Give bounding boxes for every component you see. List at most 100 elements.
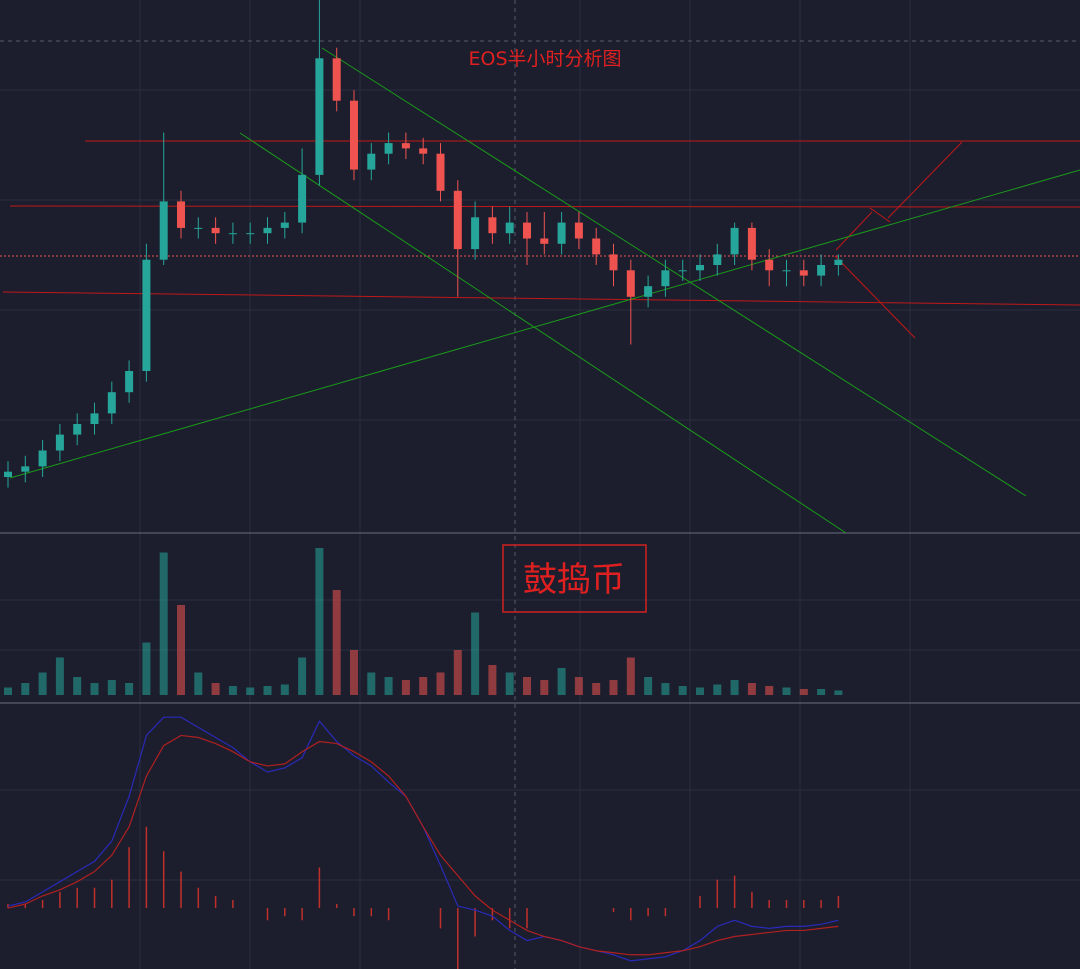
- volume-bar: [661, 683, 670, 695]
- candle-body: [401, 143, 410, 149]
- volume-bar: [453, 650, 462, 695]
- volume-bar: [557, 668, 566, 695]
- volume-bar: [574, 677, 583, 695]
- candle-body: [263, 227, 272, 234]
- volume-bar: [505, 672, 514, 695]
- candle-body: [592, 238, 601, 255]
- candle-body: [211, 227, 220, 234]
- candle-body: [367, 153, 376, 170]
- volume-bar: [834, 690, 843, 695]
- volume-bar: [55, 657, 64, 695]
- candle-body: [107, 392, 116, 414]
- drawings-red: [2, 140, 1080, 339]
- volume-bar: [350, 650, 358, 695]
- volume-bar: [644, 677, 653, 695]
- volume-bar: [90, 683, 99, 695]
- volume-bar: [471, 612, 480, 695]
- volume-bar: [799, 689, 808, 695]
- candle-body: [90, 413, 99, 424]
- volume-bar: [713, 684, 722, 695]
- candle-body: [246, 233, 255, 235]
- volume-bar: [609, 680, 618, 695]
- volume-bar: [592, 683, 601, 695]
- volume-bar: [38, 672, 47, 695]
- candle-body: [177, 201, 185, 228]
- candle-body: [523, 222, 531, 239]
- candle-body: [609, 254, 618, 271]
- candle-body: [574, 222, 583, 239]
- candle-body: [55, 434, 64, 451]
- volume-bar: [523, 677, 531, 695]
- volume-bar: [488, 665, 497, 695]
- volume-bar: [4, 687, 12, 695]
- volume-bar: [367, 672, 376, 695]
- candle-body: [350, 100, 358, 170]
- watermark: 鼓捣币: [523, 560, 625, 600]
- candle-body: [696, 265, 704, 271]
- candle-body: [557, 222, 566, 244]
- candle-body: [817, 265, 826, 276]
- candle-body: [142, 259, 151, 371]
- candle-body: [678, 270, 687, 272]
- volume-bar: [73, 677, 82, 695]
- candle-body: [713, 254, 722, 265]
- volume-bar: [246, 687, 255, 695]
- chart-title: EOS半小时分析图: [468, 48, 621, 70]
- candle-body: [384, 143, 393, 154]
- volume-bar: [298, 657, 307, 695]
- volume-bar: [263, 686, 272, 695]
- candle-body: [419, 148, 428, 154]
- candle-body: [765, 259, 774, 271]
- candle-body: [159, 201, 168, 260]
- volume-bar: [419, 677, 428, 695]
- volume-bar: [194, 672, 203, 695]
- watermark-box: [502, 544, 647, 613]
- candle-body: [38, 450, 47, 467]
- candle-body: [453, 190, 462, 250]
- candle-body: [644, 286, 653, 297]
- volume-bar: [177, 605, 185, 695]
- volume-bar: [211, 683, 220, 695]
- volume-bar: [401, 680, 410, 695]
- candle-body: [505, 222, 514, 234]
- candle-body: [73, 424, 82, 435]
- volume-bar: [436, 672, 445, 695]
- candle-body: [4, 471, 12, 477]
- candle-body: [661, 270, 670, 287]
- volume-bar: [747, 683, 756, 695]
- volume-bar: [730, 680, 739, 695]
- candle-body: [471, 217, 480, 250]
- candle-body: [747, 227, 756, 260]
- volume-bar: [696, 687, 704, 695]
- candle-body: [540, 238, 549, 244]
- candle-body: [332, 58, 341, 101]
- candle-body: [194, 227, 203, 229]
- volume-bar: [228, 686, 237, 695]
- volume-bar: [332, 590, 341, 695]
- candle-body: [21, 466, 30, 472]
- volume-bar: [107, 680, 116, 695]
- macd-dea: [7, 734, 839, 956]
- volume-bar: [142, 642, 151, 695]
- candle-body: [125, 371, 134, 393]
- candle-body: [488, 217, 497, 234]
- drawings-green: [9, 47, 1080, 534]
- candle-body: [626, 270, 635, 297]
- volume-bar: [125, 683, 134, 695]
- candle-body: [782, 270, 791, 272]
- volume-bar: [21, 683, 30, 695]
- candle-body: [730, 227, 739, 255]
- candle-body: [315, 58, 324, 175]
- candle-body: [436, 153, 445, 191]
- volume-bar: [678, 686, 687, 695]
- volume-bar: [540, 680, 549, 695]
- volume-bar: [765, 686, 774, 695]
- candle-body: [280, 222, 289, 228]
- volume-bar: [817, 689, 826, 695]
- volume-bar: [280, 684, 289, 695]
- volume-bar: [626, 657, 635, 695]
- volume-bar: [159, 552, 168, 695]
